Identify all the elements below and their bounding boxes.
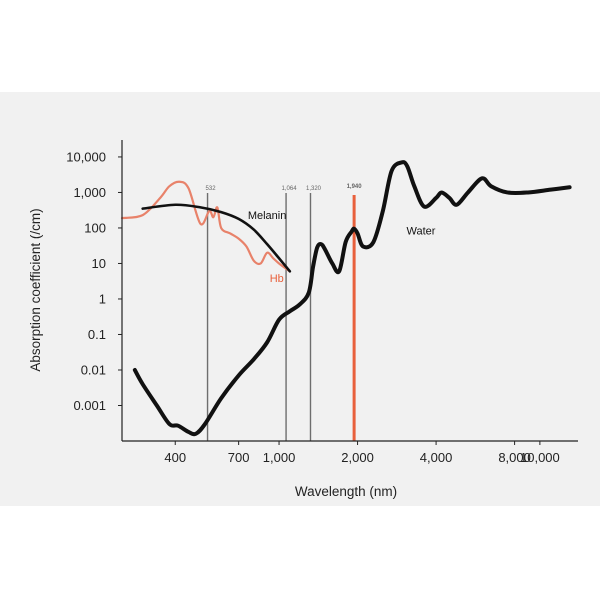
wavelength-marker-label: 1,940 [347, 184, 363, 190]
y-axis-title: Absorption coefficient (/cm) [28, 208, 43, 371]
x-tick-label: 700 [228, 450, 250, 465]
series-layer [120, 160, 572, 437]
x-tick-label: 400 [164, 450, 186, 465]
y-tick-label: 10,000 [66, 149, 106, 164]
series-label-hb: Hb [270, 273, 284, 285]
vertical-markers [206, 193, 356, 441]
x-tick-label: 8,000 [498, 450, 531, 465]
series-line-water [132, 160, 572, 437]
y-tick-label: 1 [99, 291, 106, 306]
y-tick-label: 1,000 [73, 185, 106, 200]
y-tick-label: 10 [92, 256, 106, 271]
y-tick-label: 100 [84, 220, 106, 235]
y-tick-label: 0.1 [88, 327, 106, 342]
series-line-hb [120, 180, 291, 273]
y-tick-label: 0.001 [73, 398, 106, 413]
y-tick-label: 0.01 [81, 362, 106, 377]
wavelength-marker-label: 1,064 [282, 186, 298, 192]
wavelength-marker-label: 1,320 [306, 186, 322, 192]
wavelength-marker-label: 532 [206, 186, 217, 192]
x-tick-label: 4,000 [420, 450, 453, 465]
x-tick-label: 1,000 [263, 450, 296, 465]
x-axis-title: Wavelength (nm) [295, 484, 397, 499]
x-tick-label: 10,000 [520, 450, 560, 465]
x-tick-label: 2,000 [341, 450, 374, 465]
figure-panel [0, 92, 600, 506]
series-label-water: Water [406, 226, 435, 238]
axes [121, 140, 578, 442]
labels: 532 1,064 1,320 1,940 Melanin Hb Water [206, 184, 436, 285]
series-label-melanin: Melanin [248, 210, 287, 222]
series-line-melanin [141, 203, 292, 273]
ticks: 10,000 1,000 100 10 1 0.1 0.01 0.001 400 700 1,000… [66, 149, 560, 465]
